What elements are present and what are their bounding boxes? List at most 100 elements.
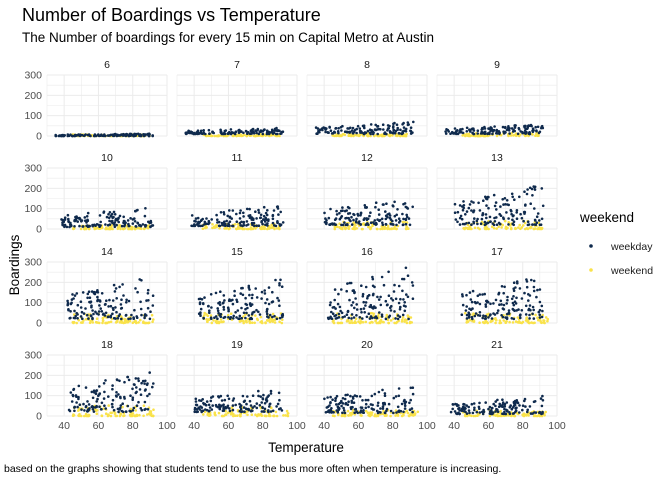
data-point (285, 409, 289, 413)
data-point (376, 125, 379, 128)
data-point (369, 221, 373, 224)
data-point (517, 127, 521, 131)
data-point (532, 321, 535, 325)
data-point (109, 304, 113, 308)
data-point (217, 411, 221, 415)
data-point (365, 315, 369, 319)
data-point (220, 399, 224, 402)
data-point (397, 132, 401, 135)
data-point (503, 219, 507, 223)
data-point (280, 321, 284, 325)
data-point (276, 296, 279, 300)
data-point (397, 387, 401, 390)
data-point (134, 414, 137, 418)
data-point (523, 190, 526, 193)
data-point (137, 321, 140, 324)
data-point (230, 217, 233, 220)
data-point (472, 220, 475, 224)
data-point (489, 302, 492, 306)
data-point (328, 409, 332, 412)
data-point (392, 290, 396, 293)
data-point (226, 394, 229, 398)
x-tick-label: 40 (448, 420, 460, 432)
data-point (244, 319, 248, 323)
data-point (316, 132, 319, 135)
data-point (253, 224, 256, 228)
data-point (257, 211, 261, 214)
data-point (537, 310, 541, 314)
data-point (501, 223, 505, 227)
data-point (342, 406, 345, 410)
data-point (387, 321, 390, 325)
data-point (507, 129, 511, 132)
data-point (69, 391, 73, 394)
chart-subtitle: The Number of boardings for every 15 min… (22, 30, 434, 45)
data-point (259, 395, 263, 398)
data-point (546, 319, 549, 323)
data-point (256, 318, 260, 322)
data-point (506, 203, 509, 206)
data-point (337, 131, 340, 135)
data-point (121, 405, 124, 409)
data-point (404, 205, 408, 209)
data-point (236, 414, 239, 418)
data-point (146, 394, 149, 398)
data-point (73, 406, 76, 409)
data-point (128, 319, 132, 323)
data-point (497, 130, 501, 133)
data-point (406, 121, 410, 124)
data-point (66, 303, 69, 307)
data-point (112, 223, 116, 226)
data-point (231, 404, 235, 407)
data-point (404, 127, 408, 131)
x-tick-label: 80 (127, 420, 139, 432)
data-point (253, 405, 256, 408)
data-point (460, 409, 464, 413)
data-point (225, 219, 228, 223)
data-point (208, 406, 212, 409)
data-point (96, 397, 99, 401)
x-tick-label: 100 (288, 420, 306, 432)
data-point (484, 303, 488, 306)
data-point (468, 411, 471, 415)
data-point (506, 409, 509, 412)
data-point (151, 320, 154, 324)
data-point (75, 401, 78, 404)
data-point (143, 400, 147, 404)
data-point (496, 410, 500, 414)
data-point (485, 204, 488, 207)
data-point (377, 321, 380, 325)
data-point (79, 300, 83, 304)
data-point (133, 217, 136, 220)
data-point (260, 414, 264, 418)
data-point (234, 311, 237, 314)
data-point (259, 315, 263, 319)
data-point (248, 207, 251, 211)
data-point (96, 289, 99, 292)
data-point (359, 406, 363, 409)
x-tick-label: 80 (517, 420, 529, 432)
data-point (468, 318, 472, 322)
data-point (362, 307, 366, 310)
data-point (403, 301, 407, 304)
data-point (227, 309, 230, 313)
data-point (90, 290, 94, 293)
data-point (97, 310, 101, 313)
data-point (211, 130, 214, 134)
data-point (538, 316, 542, 319)
data-point (204, 403, 208, 407)
data-point (518, 287, 522, 290)
data-point (534, 134, 537, 137)
data-point (391, 299, 395, 302)
data-point (87, 414, 91, 418)
data-point (336, 409, 340, 413)
data-point (401, 289, 404, 293)
data-point (346, 393, 349, 397)
data-point (120, 320, 124, 324)
data-point (273, 224, 276, 227)
data-point (508, 132, 511, 135)
data-point (376, 414, 380, 418)
data-point (351, 126, 355, 130)
